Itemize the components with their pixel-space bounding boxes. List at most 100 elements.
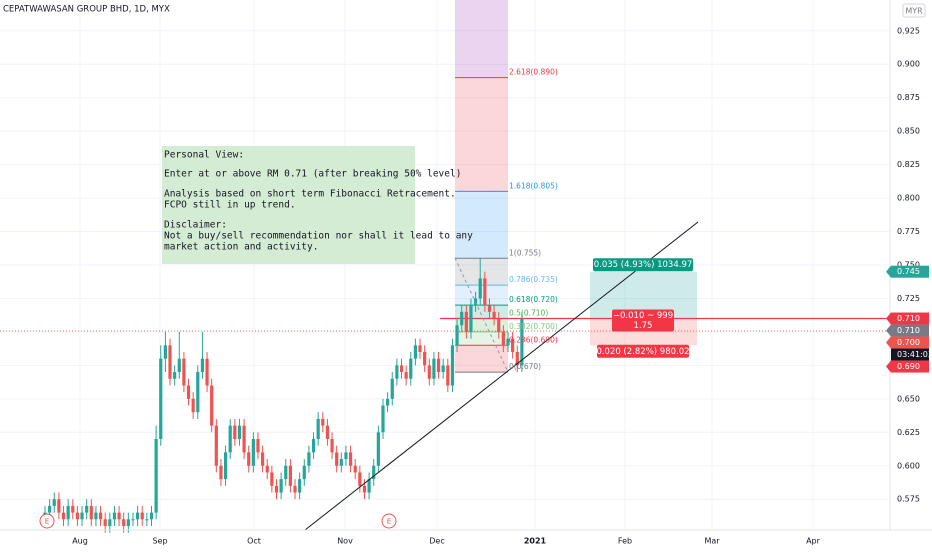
note-line: Not a buy/sell recommendation nor shall … <box>164 231 473 242</box>
y-tick-label: 0.925 <box>897 26 920 35</box>
candle-body <box>233 425 237 439</box>
fib-label: 0(0.670) <box>509 362 541 371</box>
candle-body <box>441 365 445 373</box>
candles <box>43 258 524 533</box>
candle-body <box>311 438 316 453</box>
price-badge-label: 03:41:03 <box>897 350 932 359</box>
price-badge <box>891 265 929 278</box>
candle-body <box>168 345 172 379</box>
candle-body <box>136 512 140 520</box>
candle-body <box>154 438 158 513</box>
earnings-label: E <box>387 518 391 526</box>
candle-body <box>117 512 121 520</box>
y-tick-label: 0.775 <box>897 227 920 236</box>
candle-body <box>98 512 103 520</box>
candle-body <box>432 358 436 379</box>
price-badge <box>891 360 929 373</box>
candle-body <box>404 372 408 379</box>
candle-body <box>163 345 167 359</box>
price-badge-label: 0.710 <box>897 326 920 335</box>
candle-body <box>436 358 441 373</box>
candle-body <box>413 345 417 359</box>
candle-body <box>251 438 255 466</box>
note-line: Analysis based on short term Fibonacci R… <box>164 189 456 200</box>
candle-body <box>358 472 362 486</box>
candle-body <box>288 465 292 486</box>
candle-body <box>80 512 84 520</box>
overlays: 0.5750.6000.6250.6500.6750.7000.7250.750… <box>39 26 932 546</box>
price-badge-label: 0.690 <box>897 362 920 371</box>
candle-body <box>89 505 93 520</box>
y-tick-label: 0.900 <box>897 60 920 69</box>
candle-body <box>219 465 223 480</box>
candle-body <box>381 405 385 433</box>
earnings-marker <box>39 513 55 529</box>
candle-body <box>186 385 191 399</box>
y-tick-label: 0.600 <box>897 461 920 470</box>
fib-label: 0.5(0.710) <box>509 309 548 318</box>
candle-body <box>362 485 367 493</box>
badge-arrow <box>886 312 891 325</box>
position-label-box <box>597 344 689 358</box>
candle-body <box>395 365 399 379</box>
note-box <box>162 146 415 264</box>
badge-arrow <box>886 265 891 278</box>
candle-body <box>372 465 376 480</box>
fib-zone <box>455 331 508 346</box>
candle-body <box>386 398 390 406</box>
fib-zone <box>455 77 508 192</box>
earnings-marker <box>381 513 397 529</box>
y-tick-label: 0.825 <box>897 160 920 169</box>
candle-body <box>173 372 177 379</box>
candle-body <box>66 505 70 520</box>
y-tick-label: 0.875 <box>897 93 920 102</box>
currency-badge[interactable] <box>902 3 926 18</box>
x-tick-label: Aug <box>72 537 88 546</box>
badge-arrow <box>886 336 891 349</box>
y-tick-label: 0.625 <box>897 428 920 437</box>
note-line: Enter at or above RM 0.71 (after breakin… <box>164 169 461 180</box>
x-tick-label: Oct <box>247 537 261 546</box>
candle-body <box>483 278 487 306</box>
candle-body <box>210 385 214 426</box>
candle-body <box>376 432 380 466</box>
candle-body <box>214 425 218 466</box>
candle-body <box>108 519 112 526</box>
x-tick-label: Mar <box>704 537 720 546</box>
candle-body <box>418 345 422 352</box>
candle-body <box>478 278 482 299</box>
fib-zone <box>455 191 508 259</box>
fib-label: 2.618(0.890) <box>509 68 558 77</box>
candle-body <box>94 512 98 520</box>
price-badge-label: 0.745 <box>897 267 920 276</box>
candle-body <box>159 358 163 439</box>
candle-body <box>57 499 61 513</box>
candle-body <box>112 512 117 520</box>
candle-body <box>265 465 269 473</box>
chart-title: CEPATWAWASAN GROUP BHD, 1D, MYX <box>3 5 170 15</box>
fib-trend-line <box>454 257 509 373</box>
fib-label: 0.382(0.700) <box>509 322 558 331</box>
x-tick-label: Feb <box>618 537 632 546</box>
candle-body <box>520 318 524 366</box>
candle-body <box>293 485 297 493</box>
candle-body <box>390 378 394 399</box>
candle-body <box>325 425 330 439</box>
candle-body <box>497 318 501 332</box>
candle-body <box>131 519 135 521</box>
fib-label: 0.786(0.735) <box>509 275 558 284</box>
fib-retracement <box>455 0 508 373</box>
candle-body <box>122 519 126 526</box>
candle-body <box>302 465 306 480</box>
note-line: Personal View: <box>164 150 244 161</box>
candle-body <box>48 505 52 513</box>
candle-body <box>228 425 232 453</box>
candle-body <box>506 338 510 346</box>
candle-body <box>348 452 353 466</box>
candle-body <box>237 425 242 439</box>
candle-body <box>339 459 343 466</box>
candle-body <box>460 311 464 326</box>
candle-body <box>205 358 209 386</box>
position-label-box <box>612 309 674 332</box>
